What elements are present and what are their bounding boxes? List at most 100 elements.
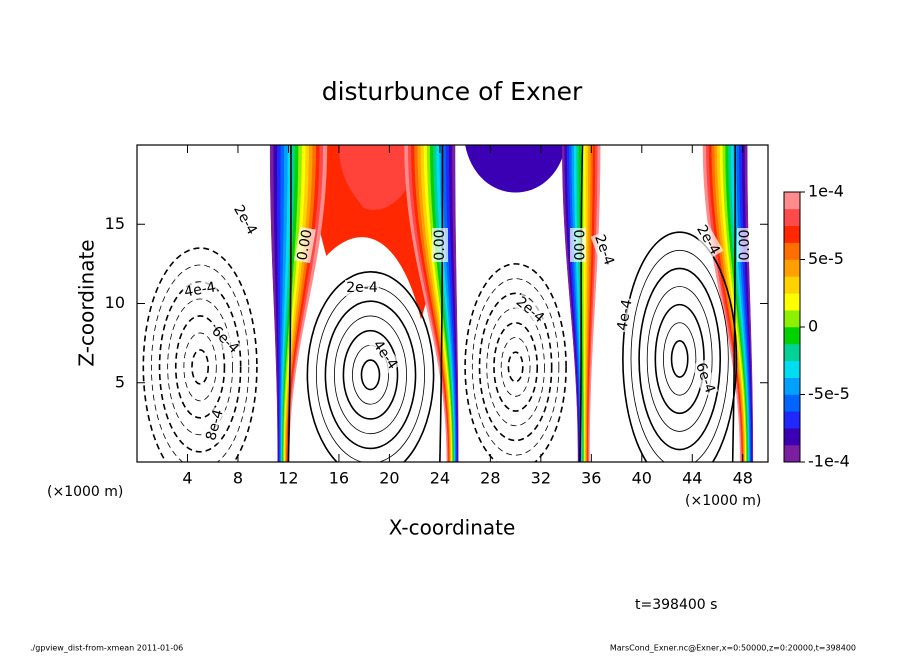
contour-line bbox=[158, 281, 242, 453]
contour-line bbox=[306, 271, 435, 462]
x-tick-label: 20 bbox=[379, 469, 399, 488]
contour-line bbox=[630, 249, 729, 462]
y-tick-label: 10 bbox=[105, 293, 125, 312]
contour-line bbox=[334, 315, 407, 435]
x-axis-label: X-coordinate bbox=[389, 516, 516, 540]
x-tick-label: 44 bbox=[682, 469, 702, 488]
x-tick-label: 12 bbox=[278, 469, 298, 488]
x-tick-label: 36 bbox=[581, 469, 601, 488]
contour-line bbox=[471, 278, 560, 456]
colorbar-cell bbox=[784, 445, 800, 463]
contour-line bbox=[622, 231, 738, 462]
x-tick-label: 4 bbox=[182, 469, 192, 488]
colorbar-tick-label: -1e-4 bbox=[808, 452, 850, 471]
x-tick-label: 16 bbox=[329, 469, 349, 488]
colorbar-cell bbox=[784, 360, 800, 378]
label-bg bbox=[692, 221, 724, 259]
contour-line bbox=[191, 349, 210, 385]
colorbar-tick-label: 0 bbox=[808, 317, 818, 336]
label-bg bbox=[432, 228, 448, 262]
contour-label: 0.00 bbox=[294, 228, 315, 261]
label-bg bbox=[345, 280, 379, 296]
contour-label: 0.00 bbox=[737, 229, 753, 260]
shade-band bbox=[404, 145, 448, 462]
colorbar-tick-label: -5e-5 bbox=[808, 384, 850, 403]
colorbar-cell bbox=[784, 259, 800, 277]
contour-line bbox=[183, 332, 217, 402]
label-bg bbox=[229, 201, 261, 239]
contour-label: 2e-4 bbox=[346, 280, 378, 296]
contour-label: 4e-4 bbox=[614, 298, 635, 332]
contour-line bbox=[486, 307, 545, 427]
label-bg bbox=[737, 228, 753, 262]
zero-line bbox=[287, 145, 292, 462]
contour-line bbox=[478, 292, 553, 442]
contour-label: 4e-4 bbox=[183, 279, 217, 300]
contour-line bbox=[342, 329, 399, 420]
footer-right: MarsCond_Exner.nc@Exner,x=0:50000,z=0:20… bbox=[610, 644, 856, 653]
y-unit: (×1000 m) bbox=[47, 484, 123, 500]
contour-line bbox=[324, 300, 417, 450]
colorbar-cell bbox=[784, 411, 800, 429]
colorbar-cell bbox=[784, 310, 800, 328]
contour-line bbox=[151, 264, 250, 462]
contour-line bbox=[493, 321, 539, 412]
contour-line bbox=[167, 298, 233, 436]
contour-label: 8e-4 bbox=[203, 408, 227, 443]
contour-line bbox=[654, 303, 705, 415]
contour-line bbox=[174, 315, 226, 419]
contour-line bbox=[663, 322, 697, 396]
shade-band bbox=[288, 145, 328, 462]
y-tick-label: 5 bbox=[115, 372, 125, 391]
footer-left: ./gpview_dist-from-xmean 2011-01-06 bbox=[30, 644, 183, 653]
shade-band bbox=[588, 145, 601, 462]
colorbar-cell bbox=[784, 394, 800, 412]
colorbar-tick-label: 5e-5 bbox=[808, 249, 844, 268]
contour-line bbox=[142, 247, 258, 462]
x-tick-label: 8 bbox=[233, 469, 243, 488]
zero-line bbox=[439, 145, 444, 462]
shade-blob bbox=[338, 145, 421, 210]
colorbar-cell bbox=[784, 343, 800, 362]
field bbox=[142, 145, 754, 462]
zero-line bbox=[731, 145, 736, 462]
label-bg bbox=[294, 226, 316, 264]
colorbar-cell bbox=[784, 242, 800, 260]
y-tick-label: 15 bbox=[105, 214, 125, 233]
contour-line bbox=[360, 359, 381, 391]
label-bg bbox=[202, 406, 228, 444]
contour-line bbox=[464, 263, 567, 462]
label-bg bbox=[570, 228, 586, 262]
time-label: t=398400 s bbox=[635, 597, 717, 613]
contour-label: 6e-4 bbox=[692, 360, 718, 395]
contour-label: 0.00 bbox=[570, 229, 586, 260]
contour-line bbox=[646, 286, 713, 432]
zero-line bbox=[579, 145, 584, 462]
contour-line bbox=[638, 267, 722, 451]
x-tick-label: 48 bbox=[733, 469, 753, 488]
y-axis-label: Z-coordinate bbox=[75, 239, 99, 366]
contour-label: 0.00 bbox=[432, 229, 448, 260]
contour-line bbox=[670, 340, 689, 378]
colorbar-cell bbox=[784, 293, 800, 311]
contour-line bbox=[500, 337, 531, 397]
label-bg bbox=[207, 322, 243, 358]
x-tick-label: 24 bbox=[430, 469, 450, 488]
x-tick-label: 28 bbox=[480, 469, 500, 488]
colorbar-cell bbox=[784, 327, 800, 345]
colorbar-tick-label: 1e-4 bbox=[808, 182, 844, 201]
colorbar-cell bbox=[784, 208, 800, 227]
label-bg bbox=[511, 292, 549, 328]
label-bg bbox=[181, 279, 219, 301]
colorbar-cell bbox=[784, 377, 800, 395]
label-bg bbox=[614, 296, 636, 334]
x-tick-label: 40 bbox=[632, 469, 652, 488]
colorbar-cell bbox=[784, 225, 800, 243]
colorbar-cell bbox=[784, 192, 800, 210]
colorbar-cell bbox=[784, 428, 800, 446]
label-bg bbox=[590, 231, 618, 269]
label-bg bbox=[368, 336, 402, 374]
x-tick-label: 32 bbox=[531, 469, 551, 488]
